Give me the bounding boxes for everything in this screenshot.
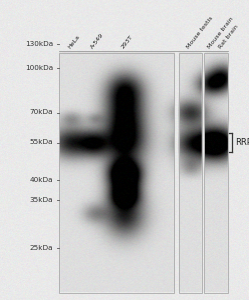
Text: Mouse testis: Mouse testis (186, 15, 215, 50)
Text: 293T: 293T (121, 34, 134, 50)
Text: 100kDa: 100kDa (25, 64, 53, 70)
Text: 40kDa: 40kDa (29, 177, 53, 183)
Text: RRP1: RRP1 (235, 138, 249, 147)
Text: 55kDa: 55kDa (29, 140, 53, 146)
Text: A-549: A-549 (90, 32, 105, 50)
Text: Mouse brain: Mouse brain (206, 16, 234, 50)
Text: Rat brain: Rat brain (218, 24, 239, 50)
Text: 25kDa: 25kDa (29, 244, 53, 250)
Text: 35kDa: 35kDa (29, 196, 53, 202)
Text: HeLa: HeLa (67, 34, 81, 50)
Bar (59, 52, 174, 292)
Text: 70kDa: 70kDa (29, 110, 53, 116)
Text: 130kDa: 130kDa (25, 40, 53, 46)
Bar (179, 52, 202, 292)
Bar (204, 52, 228, 292)
